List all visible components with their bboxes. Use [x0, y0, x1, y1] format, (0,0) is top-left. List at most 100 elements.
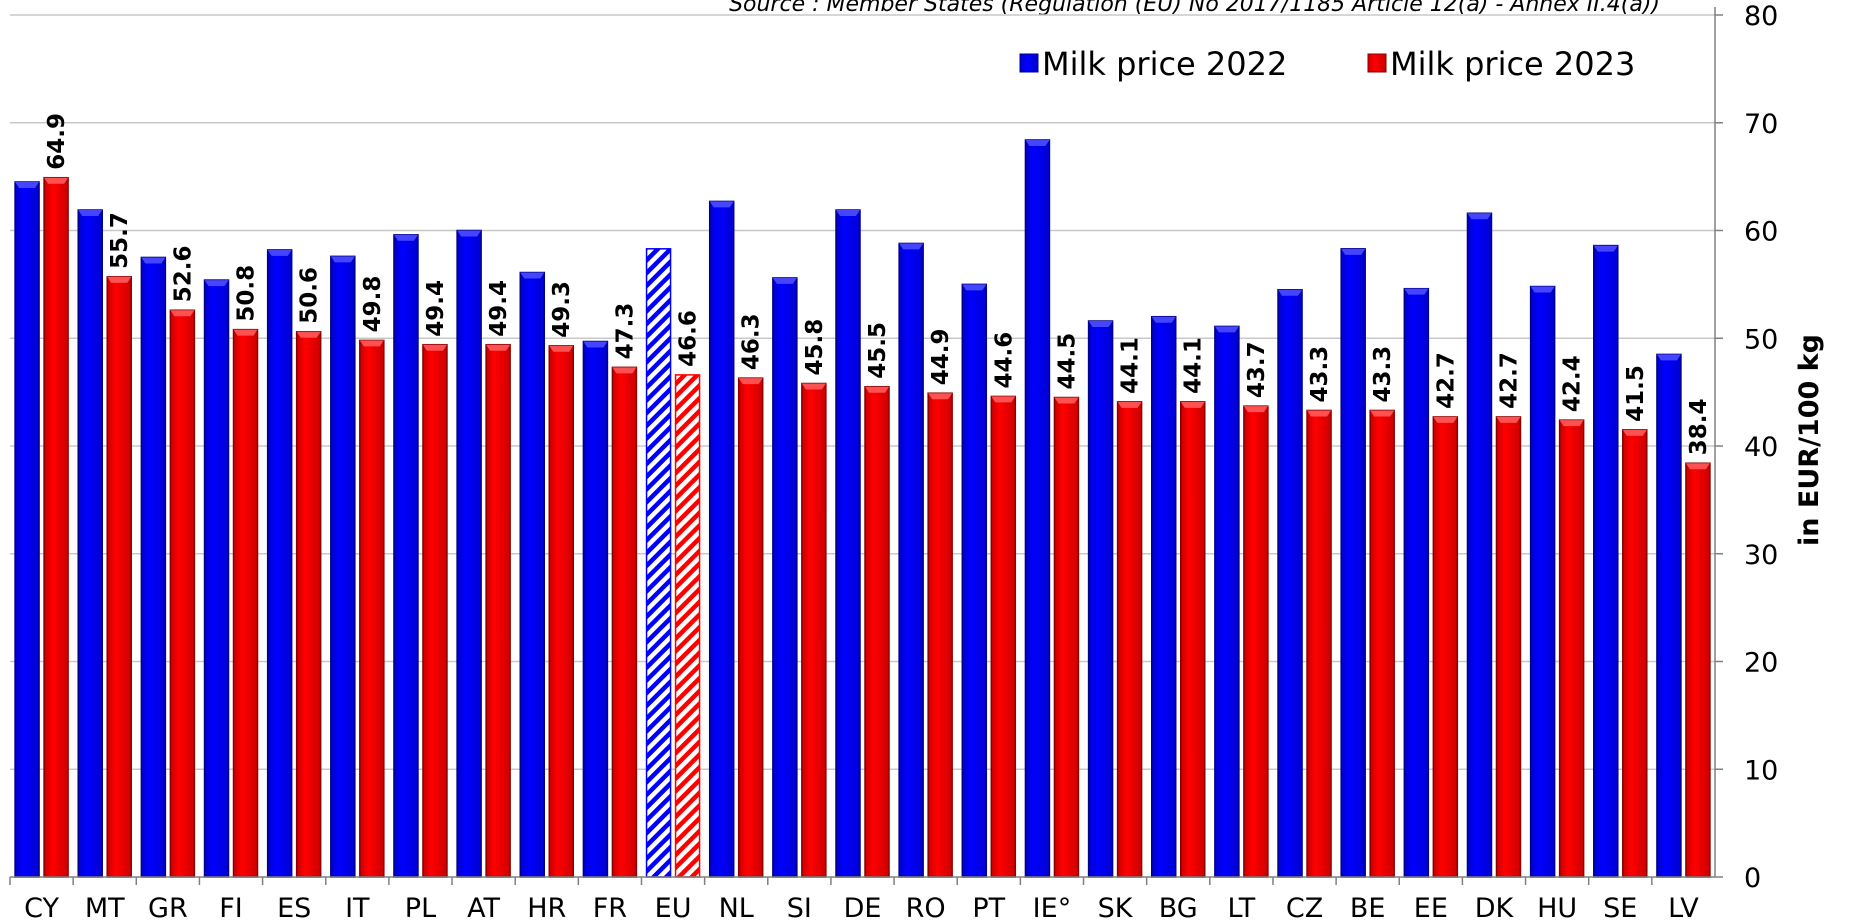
bar-2022-bevel — [520, 272, 545, 279]
bar-2023-bevel — [612, 367, 637, 374]
legend: Milk price 2022 Milk price 2023 — [1019, 45, 1635, 83]
bar-2023-bevel — [1180, 401, 1205, 408]
bar-2023-bevel — [1496, 416, 1521, 423]
bar-2022-bevel — [457, 230, 482, 237]
bar-2022-bevel — [141, 257, 166, 264]
x-tick-label: FR — [593, 893, 627, 922]
bar-2023-bevel — [1307, 410, 1332, 417]
data-label-2023: 49.8 — [360, 276, 386, 333]
x-tick-label: CY — [24, 893, 59, 922]
bar-2022-pl — [393, 234, 419, 878]
bar-2023-bevel — [1243, 406, 1268, 413]
bar-2022-bevel — [583, 341, 608, 348]
bar-2022-si — [772, 277, 798, 878]
bar-2023-ee — [1432, 416, 1459, 878]
bar-2022-pt — [961, 283, 988, 878]
bar-2023-nl — [737, 377, 764, 878]
bar-2022-mt — [77, 209, 103, 878]
bar-2023-hu — [1558, 419, 1585, 878]
bar-2022-bevel — [1341, 248, 1366, 255]
bar-2023-it — [359, 339, 385, 878]
data-label-2023: 50.8 — [234, 265, 260, 322]
bar-2022-eu — [645, 248, 672, 878]
y-tick-label: 70 — [1744, 109, 1778, 140]
bar-2022-bevel — [1656, 354, 1681, 361]
data-label-2023: 44.6 — [991, 332, 1017, 389]
bar-2022-gr — [140, 256, 167, 878]
x-tick-label: HU — [1537, 893, 1577, 922]
x-tick-label: RO — [906, 893, 946, 922]
bar-2023-at — [485, 343, 511, 878]
bar-2022-bevel — [267, 249, 292, 256]
bar-2022-cz — [1277, 289, 1303, 878]
x-tick-label: IE° — [1033, 893, 1072, 922]
bar-2022-at — [456, 229, 482, 878]
bar-2023-bevel — [865, 386, 889, 393]
bar-2023-mt — [106, 276, 132, 878]
bar-2023-bevel — [928, 393, 953, 400]
bar-2023-bevel — [233, 329, 258, 336]
bar-2023-gr — [169, 309, 196, 878]
data-label-2023: 49.3 — [549, 281, 575, 338]
y-tick-label: 10 — [1744, 755, 1778, 786]
bar-2022-fr — [582, 340, 609, 878]
legend-label: Milk price 2023 — [1390, 45, 1635, 83]
legend-swatch — [1367, 53, 1387, 73]
data-label-2023: 44.9 — [928, 328, 954, 385]
bar-2022-bevel — [1593, 245, 1618, 252]
data-label-2023: 45.8 — [802, 319, 828, 376]
x-tick-label: AT — [467, 893, 500, 922]
bar-2023-cy — [43, 176, 69, 878]
data-label-2023: 45.5 — [865, 322, 891, 379]
bar-2022-ro — [898, 242, 924, 878]
bar-2022-ie — [1024, 139, 1051, 878]
bar-2022-bevel — [1088, 321, 1113, 328]
bar-2022-bevel — [204, 280, 229, 287]
x-tick-label: IT — [345, 893, 370, 922]
bar-2022-bevel — [330, 256, 355, 263]
bar-2023-bevel — [1685, 463, 1710, 470]
bar-2023-lv — [1685, 462, 1711, 878]
bar-2022-fi — [203, 279, 230, 878]
data-label-2023: 50.6 — [297, 267, 323, 324]
legend-swatch — [1019, 53, 1039, 73]
bar-2022-hr — [519, 271, 546, 878]
data-label-2023: 64.9 — [44, 113, 70, 170]
data-label-2023: 49.4 — [486, 280, 512, 337]
bar-2023-bevel — [486, 344, 511, 351]
bar-2022-bevel — [393, 234, 418, 241]
x-tick-label: DK — [1475, 893, 1515, 922]
bar-2022-bevel — [15, 182, 40, 189]
bar-2022-bevel — [836, 210, 860, 217]
bar-2023-cz — [1306, 409, 1332, 878]
y-tick-label: 60 — [1744, 217, 1778, 248]
bar-2023-bevel — [44, 177, 69, 184]
bar-2023-ie — [1053, 396, 1080, 878]
bar-2022-bevel — [1151, 316, 1176, 323]
y-tick-label: 40 — [1744, 432, 1778, 463]
x-tick-label: FI — [219, 893, 243, 922]
data-label-2023: 44.1 — [1181, 337, 1207, 394]
y-axis-title: in EUR/100 kg — [1794, 334, 1825, 546]
bar-2023-bevel — [1559, 420, 1584, 427]
bar-2022-bevel — [1404, 288, 1429, 295]
y-tick-label: 80 — [1744, 1, 1778, 32]
bar-2023-bg — [1179, 401, 1206, 878]
data-label-2023: 43.3 — [1370, 346, 1396, 403]
data-label-2023: 42.7 — [1433, 352, 1459, 409]
bar-2023-bevel — [422, 344, 447, 351]
x-tick-label: LV — [1668, 893, 1699, 922]
bar-2022-cy — [14, 181, 40, 878]
x-tick-label: LT — [1227, 893, 1255, 922]
bar-2022-bevel — [1278, 289, 1303, 296]
bar-2022-bevel — [1530, 286, 1555, 293]
y-tick-label: 30 — [1744, 540, 1778, 571]
bar-2022-bevel — [962, 284, 987, 291]
x-tick-label: ES — [277, 893, 311, 922]
bar-2022-hu — [1529, 285, 1556, 878]
bar-2022-se — [1593, 244, 1619, 878]
data-label-2023: 46.3 — [739, 313, 765, 370]
bar-2022-bevel — [1214, 326, 1239, 333]
y-tick-label: 50 — [1744, 324, 1778, 355]
